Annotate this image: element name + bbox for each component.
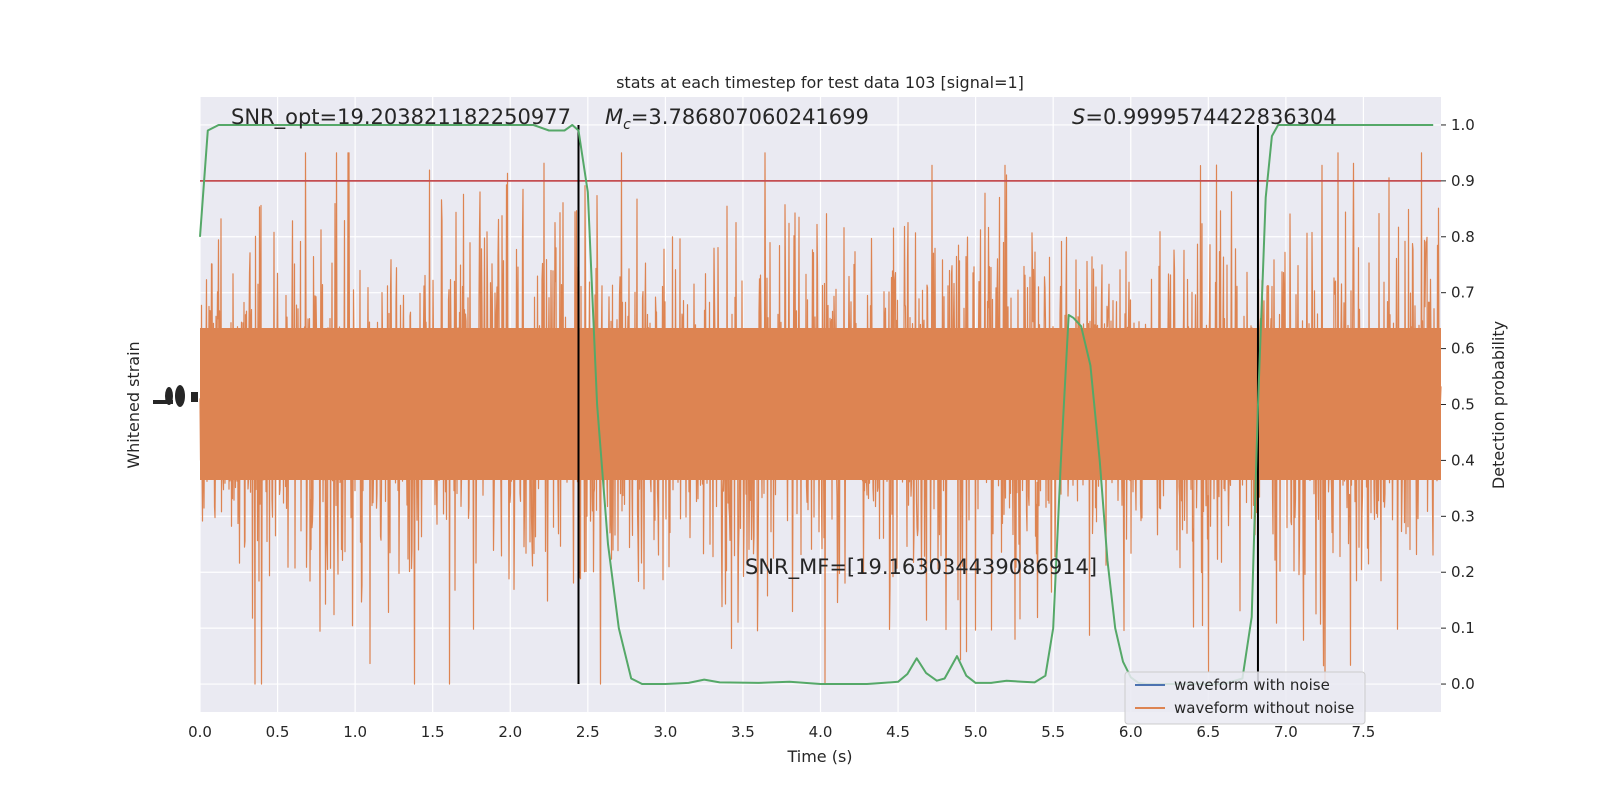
x-tick-label: 4.0 — [809, 723, 833, 741]
y-tick-label: 0.0 — [1451, 675, 1475, 693]
x-tick-label: 7.5 — [1352, 723, 1376, 741]
y-tick-label: 0.7 — [1451, 284, 1475, 302]
left-axis-overlapping-tick-labels — [153, 385, 198, 407]
x-axis-label: Time (s) — [786, 747, 852, 766]
x-tick-label: 0.0 — [188, 723, 212, 741]
whitened-strain-band — [199, 152, 1442, 685]
y-tick-label: 0.3 — [1451, 507, 1475, 525]
x-axis-ticks: 0.0 0.5 1.0 1.5 2.0 2.5 3.0 3.5 4.0 4.5 5.0 5.5 6.0 6… — [188, 723, 1375, 741]
x-tick-label: 2.0 — [498, 723, 522, 741]
y-axis-left-label: Whitened strain — [124, 341, 143, 468]
x-tick-label: 0.5 — [266, 723, 290, 741]
x-tick-label: 4.5 — [886, 723, 910, 741]
y-axis-right-ticks: 0.0 0.1 0.2 0.3 0.4 0.5 0.6 0.7 0.8 0.9 1.0 — [1441, 116, 1475, 693]
x-tick-label: 1.5 — [421, 723, 445, 741]
annotation-snr-mf: SNR_MF=[19.163034439086914] — [745, 555, 1097, 580]
strain-core — [200, 328, 1441, 480]
y-tick-label: 0.2 — [1451, 563, 1475, 581]
legend-label-waveform-with-noise: waveform with noise — [1174, 676, 1330, 694]
y-tick-label: 0.1 — [1451, 619, 1475, 637]
x-tick-label: 6.0 — [1119, 723, 1143, 741]
legend-label-waveform-without-noise: waveform without noise — [1174, 699, 1354, 717]
y-tick-label: 1.0 — [1451, 116, 1475, 134]
x-tick-label: 3.5 — [731, 723, 755, 741]
x-tick-label: 7.0 — [1274, 723, 1298, 741]
y-axis-right-label: Detection probability — [1489, 321, 1508, 489]
annotation-snr-opt: SNR_opt=19.203821182250977 — [231, 105, 571, 130]
y-tick-label: 0.6 — [1451, 340, 1475, 358]
x-tick-label: 1.0 — [343, 723, 367, 741]
y-tick-label: 0.8 — [1451, 228, 1475, 246]
x-tick-label: 2.5 — [576, 723, 600, 741]
y-tick-label: 0.4 — [1451, 451, 1475, 469]
y-tick-label: 0.9 — [1451, 172, 1475, 190]
y-tick-label: 0.5 — [1451, 396, 1475, 414]
legend: waveform with noise waveform without noi… — [1124, 671, 1366, 725]
x-tick-label: 6.5 — [1196, 723, 1220, 741]
annotation-score: S=0.9999574422836304 — [1072, 105, 1337, 129]
legend-box — [1124, 671, 1366, 725]
x-tick-label: 3.0 — [653, 723, 677, 741]
x-tick-label: 5.5 — [1041, 723, 1065, 741]
chart-title: stats at each timestep for test data 103… — [616, 73, 1024, 92]
x-tick-label: 5.0 — [964, 723, 988, 741]
annotation-chirp-mass: Mc=3.786807060241699 — [605, 105, 869, 133]
